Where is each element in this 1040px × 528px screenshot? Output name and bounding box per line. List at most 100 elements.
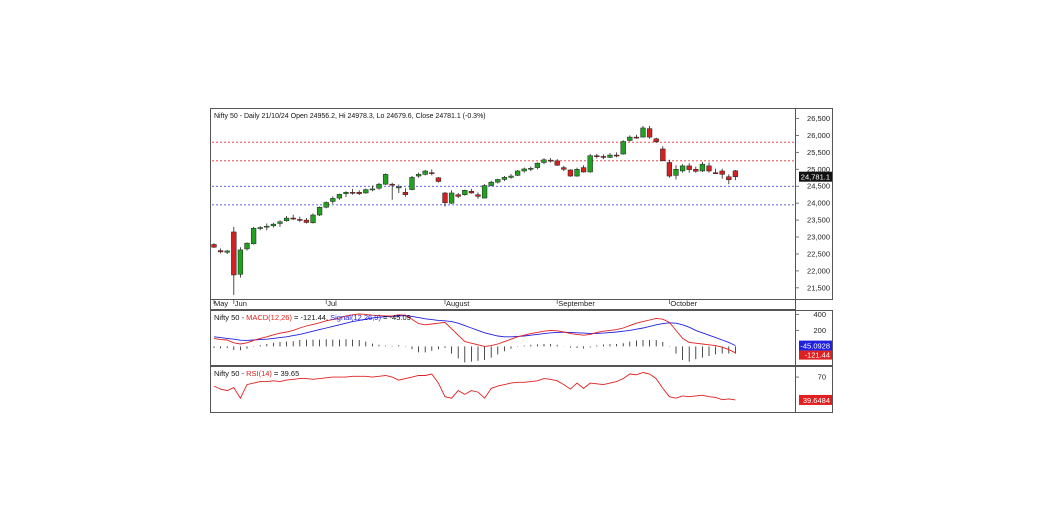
candle-body: [726, 176, 732, 181]
rsi-panel: [210, 366, 796, 413]
candle-body: [699, 163, 706, 172]
x-tick-label: May: [214, 299, 228, 308]
xaxis-strip: [210, 299, 796, 310]
y-tick-label: 22,000: [807, 266, 830, 275]
candle-body: [442, 192, 448, 204]
candle-body: [422, 170, 428, 175]
reference-lines: [212, 141, 795, 206]
signal-value-label: -45.0928: [800, 342, 830, 351]
candle-body: [330, 198, 336, 202]
candle-body: [567, 169, 574, 177]
candle-body: [415, 174, 422, 177]
candle-body: [534, 162, 541, 168]
y-tick-label: 24,000: [807, 199, 830, 208]
candle-body: [501, 177, 508, 180]
candle-body: [587, 155, 593, 173]
candle-body: [732, 170, 739, 177]
candle-body: [468, 191, 475, 194]
candle-body: [231, 231, 237, 276]
macd-line: [213, 313, 736, 354]
candle-body: [607, 154, 613, 158]
candle-body: [349, 192, 356, 194]
x-tick-label: September: [558, 299, 595, 308]
candle-body: [495, 179, 501, 183]
candle-body: [382, 174, 389, 185]
y-tick-label: 24,500: [807, 182, 830, 191]
macd-series: 400 200 -45.0928-121.44: [213, 310, 832, 363]
signal-legend-label: Signal(12,26,9): [330, 313, 381, 322]
rsi-value-box: [799, 394, 832, 405]
candle-body: [554, 160, 560, 166]
rsi-series: 70 39.6484: [213, 372, 832, 405]
candle-body: [673, 169, 679, 176]
rsi-line: [213, 372, 736, 401]
candle-body: [297, 219, 303, 221]
candle-body: [211, 244, 217, 248]
y-tick-label: 26,500: [807, 114, 830, 123]
candle-body: [448, 192, 455, 204]
candle-body: [429, 172, 435, 174]
macd-value-box: [799, 350, 832, 360]
rsi-prefix: Nifty 50 -: [214, 369, 246, 378]
candle-body: [462, 190, 468, 195]
signal-line: [213, 315, 736, 347]
candle-body: [396, 186, 402, 189]
price-axis-panel: [795, 108, 833, 300]
x-axis-labels: May Jun Jul August September October: [213, 299, 698, 308]
candle-body: [653, 138, 659, 143]
candle-body: [343, 192, 349, 194]
y-tick-label: 25,500: [807, 148, 830, 157]
candle-body: [620, 141, 626, 155]
rsi-value-label: 39.6484: [803, 396, 830, 405]
y-tick-label: 26,000: [807, 131, 830, 140]
candle-body: [264, 225, 270, 228]
candle-body: [290, 217, 296, 220]
last-price-label: 24,781.1: [801, 173, 830, 182]
macd-tick-label: 200: [813, 326, 826, 335]
macd-prefix: Nifty 50 -: [214, 313, 246, 322]
candle-body: [316, 206, 323, 216]
candle-body: [547, 159, 554, 162]
macd-panel: [210, 310, 796, 366]
candle-body: [303, 219, 310, 223]
candle-body: [244, 242, 250, 250]
candle-body: [402, 192, 409, 195]
price-y-ticks: 26,500 26,000 25,500 25,000 24,500 24,000 23,5…: [795, 114, 832, 292]
candle-body: [237, 249, 244, 275]
x-tick-label: August: [446, 299, 470, 308]
candle-body: [666, 162, 673, 177]
candle-body: [475, 194, 481, 197]
candle-body: [217, 250, 224, 253]
candle-body: [283, 217, 290, 222]
candle-body: [224, 250, 230, 253]
macd-title: Nifty 50 - MACD(12,26) = -121.44, Signal…: [214, 313, 411, 322]
candle-body: [270, 223, 277, 227]
candle-body: [561, 167, 567, 170]
candle-body: [660, 148, 666, 162]
candle-body: [580, 167, 587, 173]
candle-body: [600, 156, 607, 158]
rsi-axis-panel: [795, 366, 833, 413]
candle-body: [481, 185, 488, 199]
candle-body: [277, 221, 283, 224]
x-tick-label: October: [670, 299, 697, 308]
rsi-title: Nifty 50 - RSI(14) = 39.65: [214, 369, 299, 378]
candle-body: [250, 227, 257, 245]
candle-body: [488, 181, 494, 186]
candle-body: [627, 136, 633, 141]
y-tick-label: 22,500: [807, 249, 830, 258]
price-panel: [210, 108, 796, 300]
rsi-legend-label: RSI(14): [246, 369, 272, 378]
y-tick-label: 21,500: [807, 283, 830, 292]
candle-body: [646, 128, 653, 138]
candle-body: [514, 170, 521, 176]
candle-body: [719, 170, 725, 175]
candle-body: [679, 165, 686, 172]
macd-legend-label: MACD(12,26): [246, 313, 292, 322]
candle-body: [613, 154, 620, 157]
candle-body: [389, 183, 395, 186]
candle-body: [640, 127, 646, 138]
candle-body: [528, 168, 534, 170]
candle-body: [633, 136, 640, 139]
